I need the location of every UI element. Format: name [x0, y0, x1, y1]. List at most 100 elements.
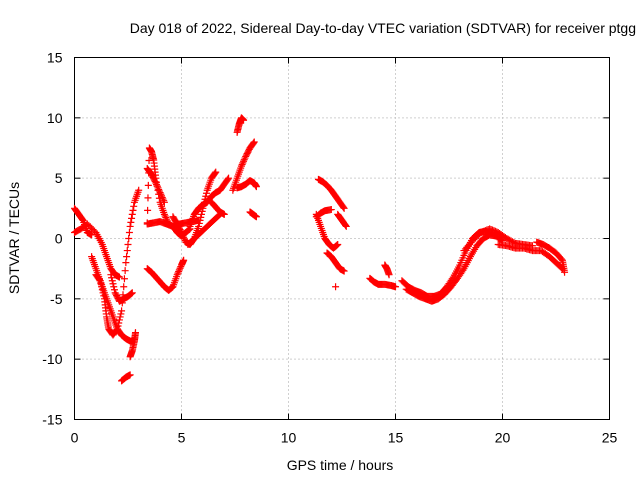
data-point [342, 222, 350, 230]
data-point [160, 197, 168, 205]
y-tick-label: 0 [55, 231, 63, 247]
data-point [128, 210, 136, 218]
x-axis-label: GPS time / hours [287, 457, 394, 473]
x-tick-label: 10 [281, 430, 297, 446]
data-point [241, 154, 249, 162]
data-point [120, 275, 128, 283]
data-point [123, 253, 131, 261]
data-point [185, 226, 193, 234]
data-point [131, 329, 139, 337]
data-point [115, 316, 123, 324]
series-arc-a [71, 204, 96, 239]
series-arc-q [233, 114, 248, 136]
data-point [239, 159, 247, 167]
y-tick-label: 5 [55, 170, 63, 186]
data-point [195, 222, 203, 230]
series-arc-y [332, 283, 340, 291]
data-point [145, 169, 153, 177]
data-point [108, 277, 116, 285]
series-arc-r [233, 177, 260, 192]
data-point [220, 210, 228, 218]
data-point [127, 290, 135, 298]
data-point [332, 242, 340, 250]
data-point [561, 268, 569, 276]
data-point [339, 203, 347, 211]
data-point [385, 271, 393, 279]
data-point [178, 228, 185, 236]
data-point [78, 215, 86, 223]
x-tick-label: 25 [602, 430, 618, 446]
data-point [121, 267, 129, 275]
data-point [224, 175, 232, 183]
data-point [153, 178, 161, 186]
series-arc-w [334, 210, 350, 230]
data-point [197, 213, 205, 221]
y-tick-label: -15 [42, 412, 62, 428]
data-point [459, 266, 467, 274]
data-point [155, 194, 163, 202]
series-arc-e [107, 271, 136, 305]
series-arc-m [186, 174, 233, 230]
data-point [174, 269, 182, 277]
x-tick-label: 5 [178, 430, 186, 446]
data-point [176, 264, 184, 272]
data-point [180, 235, 188, 243]
x-tick-label: 0 [71, 430, 79, 446]
data-point [123, 247, 131, 255]
data-point [107, 271, 115, 279]
data-point [110, 283, 118, 291]
y-tick-label: -10 [42, 351, 62, 367]
data-point [240, 157, 248, 165]
data-point [180, 233, 188, 241]
data-point [342, 221, 350, 229]
series-arc-t [312, 210, 342, 252]
series-arc-v [314, 175, 348, 212]
data-point [197, 210, 205, 218]
data-point [238, 160, 246, 168]
data-point [237, 162, 245, 170]
series-arc-n [184, 210, 224, 249]
data-point [211, 169, 219, 177]
data-point [152, 174, 160, 182]
series-arc-s [246, 208, 260, 221]
data-point [179, 232, 187, 240]
series-arc-z [366, 274, 399, 291]
series-arc-o [207, 198, 228, 218]
series-arc-g [126, 329, 139, 361]
data-point [557, 255, 565, 263]
data-point [128, 214, 136, 222]
series-arc-aa [381, 261, 393, 279]
data-point [109, 280, 117, 288]
data-point [126, 222, 134, 230]
data-point [240, 156, 248, 164]
data-point [202, 189, 210, 197]
data-point [154, 186, 162, 194]
axis-ticks [74, 57, 610, 420]
data-point [124, 241, 132, 249]
data-point [173, 271, 181, 279]
data-point [128, 289, 136, 297]
data-point [125, 235, 133, 242]
data-point [116, 313, 124, 321]
data-point [195, 219, 203, 227]
data-point [177, 227, 185, 235]
data-point [126, 371, 134, 379]
data-point [175, 267, 183, 275]
y-axis-label: SDTVAR / TECUs [6, 182, 22, 294]
data-point [250, 139, 258, 147]
data-point [130, 202, 138, 210]
series-arc-af [533, 238, 569, 276]
data-point [252, 183, 260, 191]
chart-title: Day 018 of 2022, Sidereal Day-to-day VTE… [130, 20, 636, 36]
data-point [340, 267, 348, 275]
series-arc-k [143, 256, 188, 294]
data-point [212, 168, 220, 176]
series-arc-l [169, 168, 220, 249]
data-point [175, 266, 183, 274]
data-point [178, 230, 186, 238]
data-point [135, 186, 143, 194]
series-arc-u [312, 206, 335, 221]
data-point [144, 194, 152, 202]
